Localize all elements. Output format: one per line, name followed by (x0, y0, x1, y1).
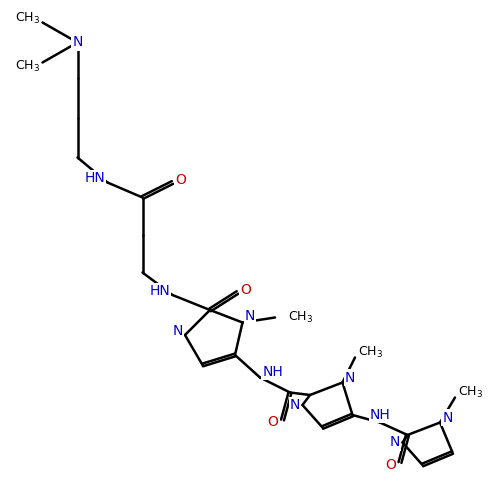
Text: CH$_3$: CH$_3$ (458, 385, 482, 400)
Text: N: N (442, 410, 453, 424)
Text: CH$_3$: CH$_3$ (15, 59, 40, 74)
Text: HN: HN (84, 172, 105, 185)
Text: O: O (175, 173, 186, 187)
Text: NH: NH (262, 364, 283, 378)
Text: NH: NH (370, 408, 390, 422)
Text: HN: HN (150, 284, 170, 298)
Text: N: N (172, 324, 182, 338)
Text: N: N (290, 398, 300, 412)
Text: O: O (240, 283, 251, 297)
Text: CH$_3$: CH$_3$ (15, 11, 40, 26)
Text: N: N (390, 436, 400, 450)
Text: N: N (72, 36, 83, 50)
Text: CH$_3$: CH$_3$ (288, 310, 312, 325)
Text: CH$_3$: CH$_3$ (358, 345, 382, 360)
Text: O: O (268, 416, 278, 430)
Text: N: N (245, 310, 256, 324)
Text: O: O (385, 458, 396, 472)
Text: N: N (345, 370, 356, 384)
